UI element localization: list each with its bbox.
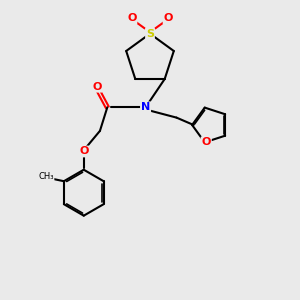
Text: O: O (92, 82, 102, 92)
Text: S: S (146, 29, 154, 39)
Text: N: N (141, 102, 150, 112)
Text: O: O (202, 137, 211, 147)
Text: O: O (164, 14, 173, 23)
Text: CH₃: CH₃ (38, 172, 54, 181)
Text: O: O (79, 146, 88, 157)
Text: O: O (127, 14, 136, 23)
